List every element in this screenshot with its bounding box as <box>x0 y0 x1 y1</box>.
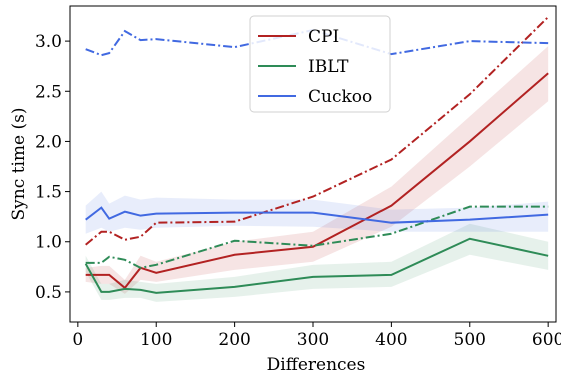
line-solid-0 <box>85 72 549 290</box>
y-tick-label: 1.5 <box>35 183 62 203</box>
x-tick-label: 300 <box>297 330 329 350</box>
x-tick-label: 100 <box>140 330 172 350</box>
y-tick-label: 2.5 <box>35 82 62 102</box>
y-tick-label: 3.0 <box>35 32 62 52</box>
x-tick-label: 600 <box>532 330 561 350</box>
x-axis-label: Differences <box>267 355 366 375</box>
x-tick-label: 400 <box>375 330 407 350</box>
line-dashdot-2 <box>85 29 549 57</box>
legend-label-0: CPI <box>308 27 339 47</box>
y-axis-label: Sync time (s) <box>9 108 29 221</box>
line-dashdot-1 <box>85 205 549 269</box>
line-dashdot-0 <box>85 16 549 246</box>
x-tick-label: 500 <box>454 330 486 350</box>
series-lines <box>84 16 549 294</box>
y-tick-label: 0.5 <box>35 283 62 303</box>
x-tick-label: 200 <box>218 330 250 350</box>
y-tick-label: 1.0 <box>35 233 62 253</box>
y-tick-label: 2.0 <box>35 132 62 152</box>
line-solid-1 <box>84 237 549 294</box>
x-tick-label: 0 <box>72 330 83 350</box>
legend-label-2: Cuckoo <box>308 87 372 107</box>
legend: CPI IBLT Cuckoo <box>249 15 391 113</box>
band-1 <box>85 223 549 302</box>
legend-label-1: IBLT <box>308 57 349 77</box>
axes: 0 100 200 300 400 500 600 0.5 1.0 1.5 2.0 2.5 3.0 <box>35 5 561 350</box>
line-solid-2 <box>85 206 549 224</box>
legend-box <box>249 15 391 113</box>
